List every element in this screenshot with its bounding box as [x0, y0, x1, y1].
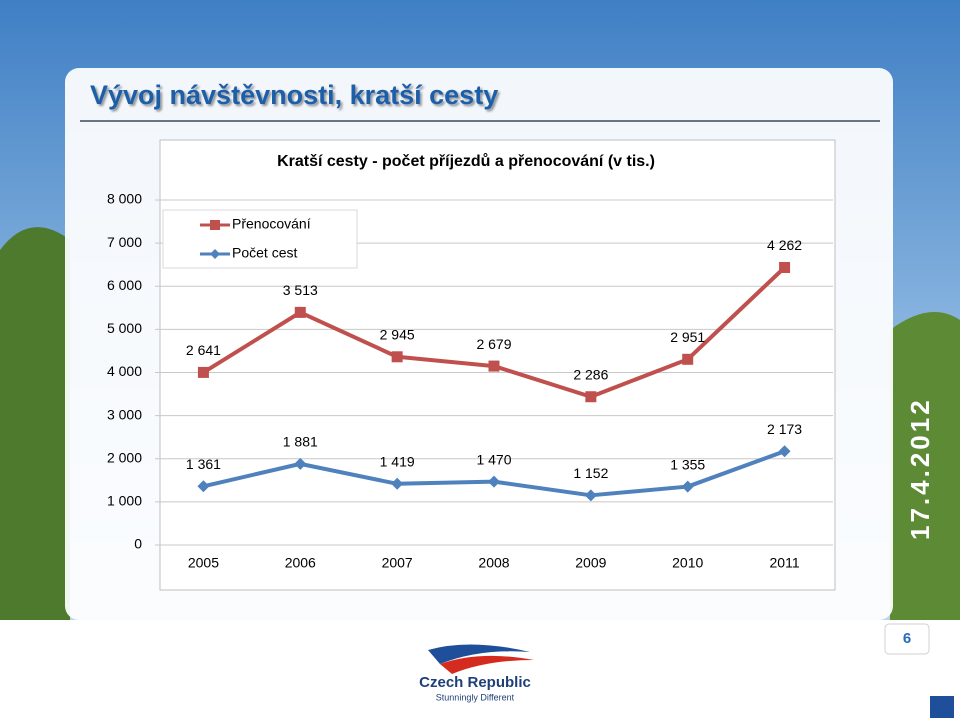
- marker: [294, 306, 306, 318]
- data-label: 2 679: [476, 336, 511, 352]
- data-label: 4 262: [767, 237, 802, 253]
- corner-icon: [930, 696, 954, 718]
- date: 17.4.2012: [905, 397, 935, 540]
- data-label: 2 641: [186, 342, 221, 358]
- data-label: 2 945: [380, 327, 415, 343]
- logo-swoosh-red: [440, 655, 534, 674]
- footer: [0, 620, 960, 720]
- y-tick-label: 4 000: [107, 363, 142, 379]
- page-box: [884, 623, 930, 655]
- marker: [197, 366, 209, 378]
- marker: [584, 489, 597, 502]
- data-label: 2 951: [670, 329, 705, 345]
- marker: [681, 480, 694, 493]
- marker: [682, 353, 694, 365]
- logo-swoosh-blue: [428, 644, 530, 664]
- data-label: 1 355: [670, 456, 705, 472]
- marker: [391, 477, 404, 490]
- y-tick-label: 0: [134, 536, 142, 552]
- x-tick-label: 2011: [770, 555, 800, 571]
- marker: [197, 480, 210, 493]
- data-label: 1 152: [573, 465, 608, 481]
- y-tick-label: 3 000: [107, 406, 142, 422]
- y-tick-label: 2 000: [107, 449, 142, 465]
- legend-label: Počet cest: [232, 245, 297, 261]
- trees-left: [0, 227, 70, 620]
- y-tick-label: 7 000: [107, 234, 142, 250]
- plot: 0 1 000 2 000 3 000 4 000 5 000 6 000 7 000 8 00…: [107, 191, 833, 571]
- logo-tagline: Stunningly Different: [436, 692, 515, 702]
- y-tick-label: 5 000: [107, 320, 142, 336]
- trees-right: [890, 312, 960, 620]
- slide-title: Vývoj návštěvnosti, kratší cesty: [90, 80, 498, 110]
- data-label: 2 173: [767, 421, 802, 437]
- data-label: 1 419: [380, 454, 415, 470]
- x-tick-label: 2008: [478, 555, 509, 571]
- marker: [294, 457, 307, 470]
- x-tick-label: 2007: [382, 555, 413, 571]
- legend-label: Přenocování: [232, 216, 311, 232]
- x-tick-label: 2009: [575, 555, 606, 571]
- marker: [391, 351, 403, 363]
- y-tick-label: 1 000: [107, 493, 142, 509]
- marker: [778, 445, 791, 458]
- logo-name: Czech Republic: [419, 674, 531, 691]
- marker: [488, 475, 500, 488]
- data-label: 1 470: [476, 451, 511, 467]
- legend-marker: [210, 220, 220, 230]
- y-tick-label: 6 000: [107, 277, 142, 293]
- x-tick-label: 2010: [672, 555, 703, 571]
- y-tick-label: 8 000: [107, 191, 142, 207]
- page-number: 6: [903, 630, 911, 647]
- data-label: 1 361: [186, 456, 221, 472]
- x-tick-label: 2006: [285, 555, 316, 571]
- legend-marker: [210, 249, 220, 259]
- marker: [585, 391, 597, 403]
- marker: [779, 261, 791, 273]
- data-label: 1 881: [283, 434, 318, 450]
- marker: [488, 360, 500, 372]
- data-label: 3 513: [283, 282, 318, 298]
- chart-title: Kratší cesty - počet příjezdů a přenocov…: [277, 153, 655, 170]
- legend-box: [162, 209, 358, 269]
- data-label: 2 286: [573, 366, 608, 382]
- x-tick-label: 2005: [188, 555, 219, 571]
